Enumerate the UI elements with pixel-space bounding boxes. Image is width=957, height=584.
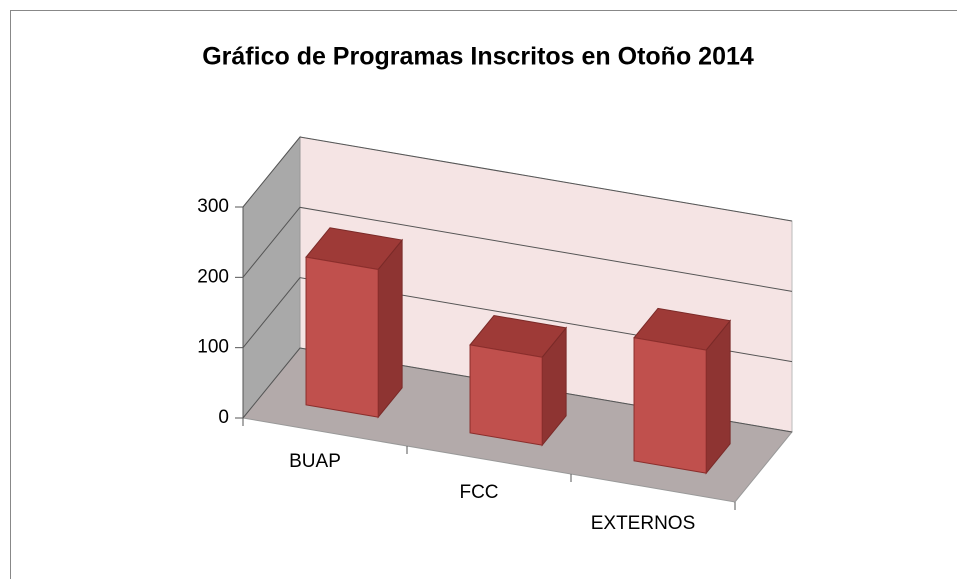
bar xyxy=(306,257,378,417)
x-tick-label: BUAP xyxy=(289,451,341,472)
bar xyxy=(470,345,542,445)
y-tick-label: 0 xyxy=(218,407,229,428)
y-tick-label: 300 xyxy=(197,196,229,217)
bar-side xyxy=(378,240,402,417)
y-tick-label: 200 xyxy=(197,266,229,287)
chart-title: Gráfico de Programas Inscritos en Otoño … xyxy=(202,43,754,71)
bar xyxy=(634,338,706,473)
x-tick-label: FCC xyxy=(459,482,498,503)
y-tick-label: 100 xyxy=(197,337,229,358)
x-tick-label: EXTERNOS xyxy=(591,513,696,534)
